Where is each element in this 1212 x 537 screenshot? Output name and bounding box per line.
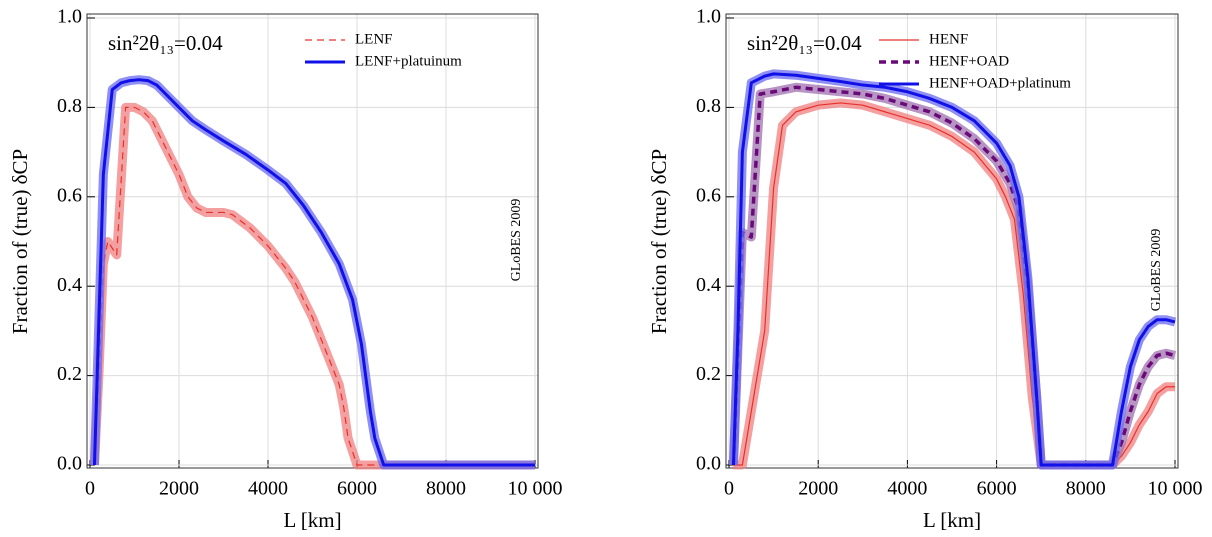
legend-label: HENF xyxy=(929,31,968,47)
y-tick-label: 0.8 xyxy=(696,95,721,117)
x-tick-label: 6000 xyxy=(337,478,377,500)
watermark: GLoBES 2009 xyxy=(509,199,524,282)
watermark: GLoBES 2009 xyxy=(1149,229,1164,312)
y-tick-label: 0.2 xyxy=(57,363,82,385)
y-tick-label: 0.6 xyxy=(696,184,721,206)
annotation: sin²2θ₁₃=0.04 xyxy=(747,31,862,55)
annotation: sin²2θ₁₃=0.04 xyxy=(108,31,223,55)
legend-label: HENF+OAD+platinum xyxy=(929,75,1071,91)
series-line xyxy=(731,85,1176,467)
legend-label: LENF xyxy=(355,31,393,47)
legend-label: HENF+OAD xyxy=(929,53,1009,69)
x-tick-label: 0 xyxy=(85,478,95,500)
x-tick-label: 0 xyxy=(724,478,734,500)
x-tick-label: 6000 xyxy=(977,478,1017,500)
y-axis-label: Fraction of (true) δCP xyxy=(8,149,32,334)
y-tick-label: 0.4 xyxy=(696,274,721,296)
x-tick-label: 2000 xyxy=(798,478,838,500)
plot-frame xyxy=(725,13,1179,469)
y-tick-label: 0.6 xyxy=(57,184,82,206)
series-band xyxy=(733,98,1175,470)
series-line xyxy=(92,78,535,467)
x-tick-label: 10 000 xyxy=(1148,478,1203,500)
x-tick-label: 4000 xyxy=(887,478,927,500)
y-axis-label: Fraction of (true) δCP xyxy=(647,149,671,334)
x-axis-label: L [km] xyxy=(923,508,981,532)
y-tick-label: 1.0 xyxy=(57,6,82,28)
x-tick-label: 4000 xyxy=(248,478,288,500)
series-band xyxy=(728,82,1177,470)
plot-frame xyxy=(86,13,539,469)
x-tick-label: 8000 xyxy=(1066,478,1106,500)
series-band xyxy=(728,69,1177,470)
x-tick-label: 8000 xyxy=(426,478,466,500)
y-tick-label: 0.0 xyxy=(696,453,721,475)
y-tick-label: 0.2 xyxy=(696,363,721,385)
series-line xyxy=(93,106,535,466)
x-tick-label: 10 000 xyxy=(508,478,563,500)
y-tick-label: 1.0 xyxy=(696,6,721,28)
x-axis-label: L [km] xyxy=(283,508,341,532)
series-line xyxy=(733,102,1175,466)
y-tick-label: 0.4 xyxy=(57,274,82,296)
y-tick-label: 0.0 xyxy=(57,453,82,475)
legend-label: LENF+platuinum xyxy=(355,53,462,69)
series-line xyxy=(731,72,1176,467)
x-tick-label: 2000 xyxy=(159,478,199,500)
y-tick-label: 0.8 xyxy=(57,95,82,117)
